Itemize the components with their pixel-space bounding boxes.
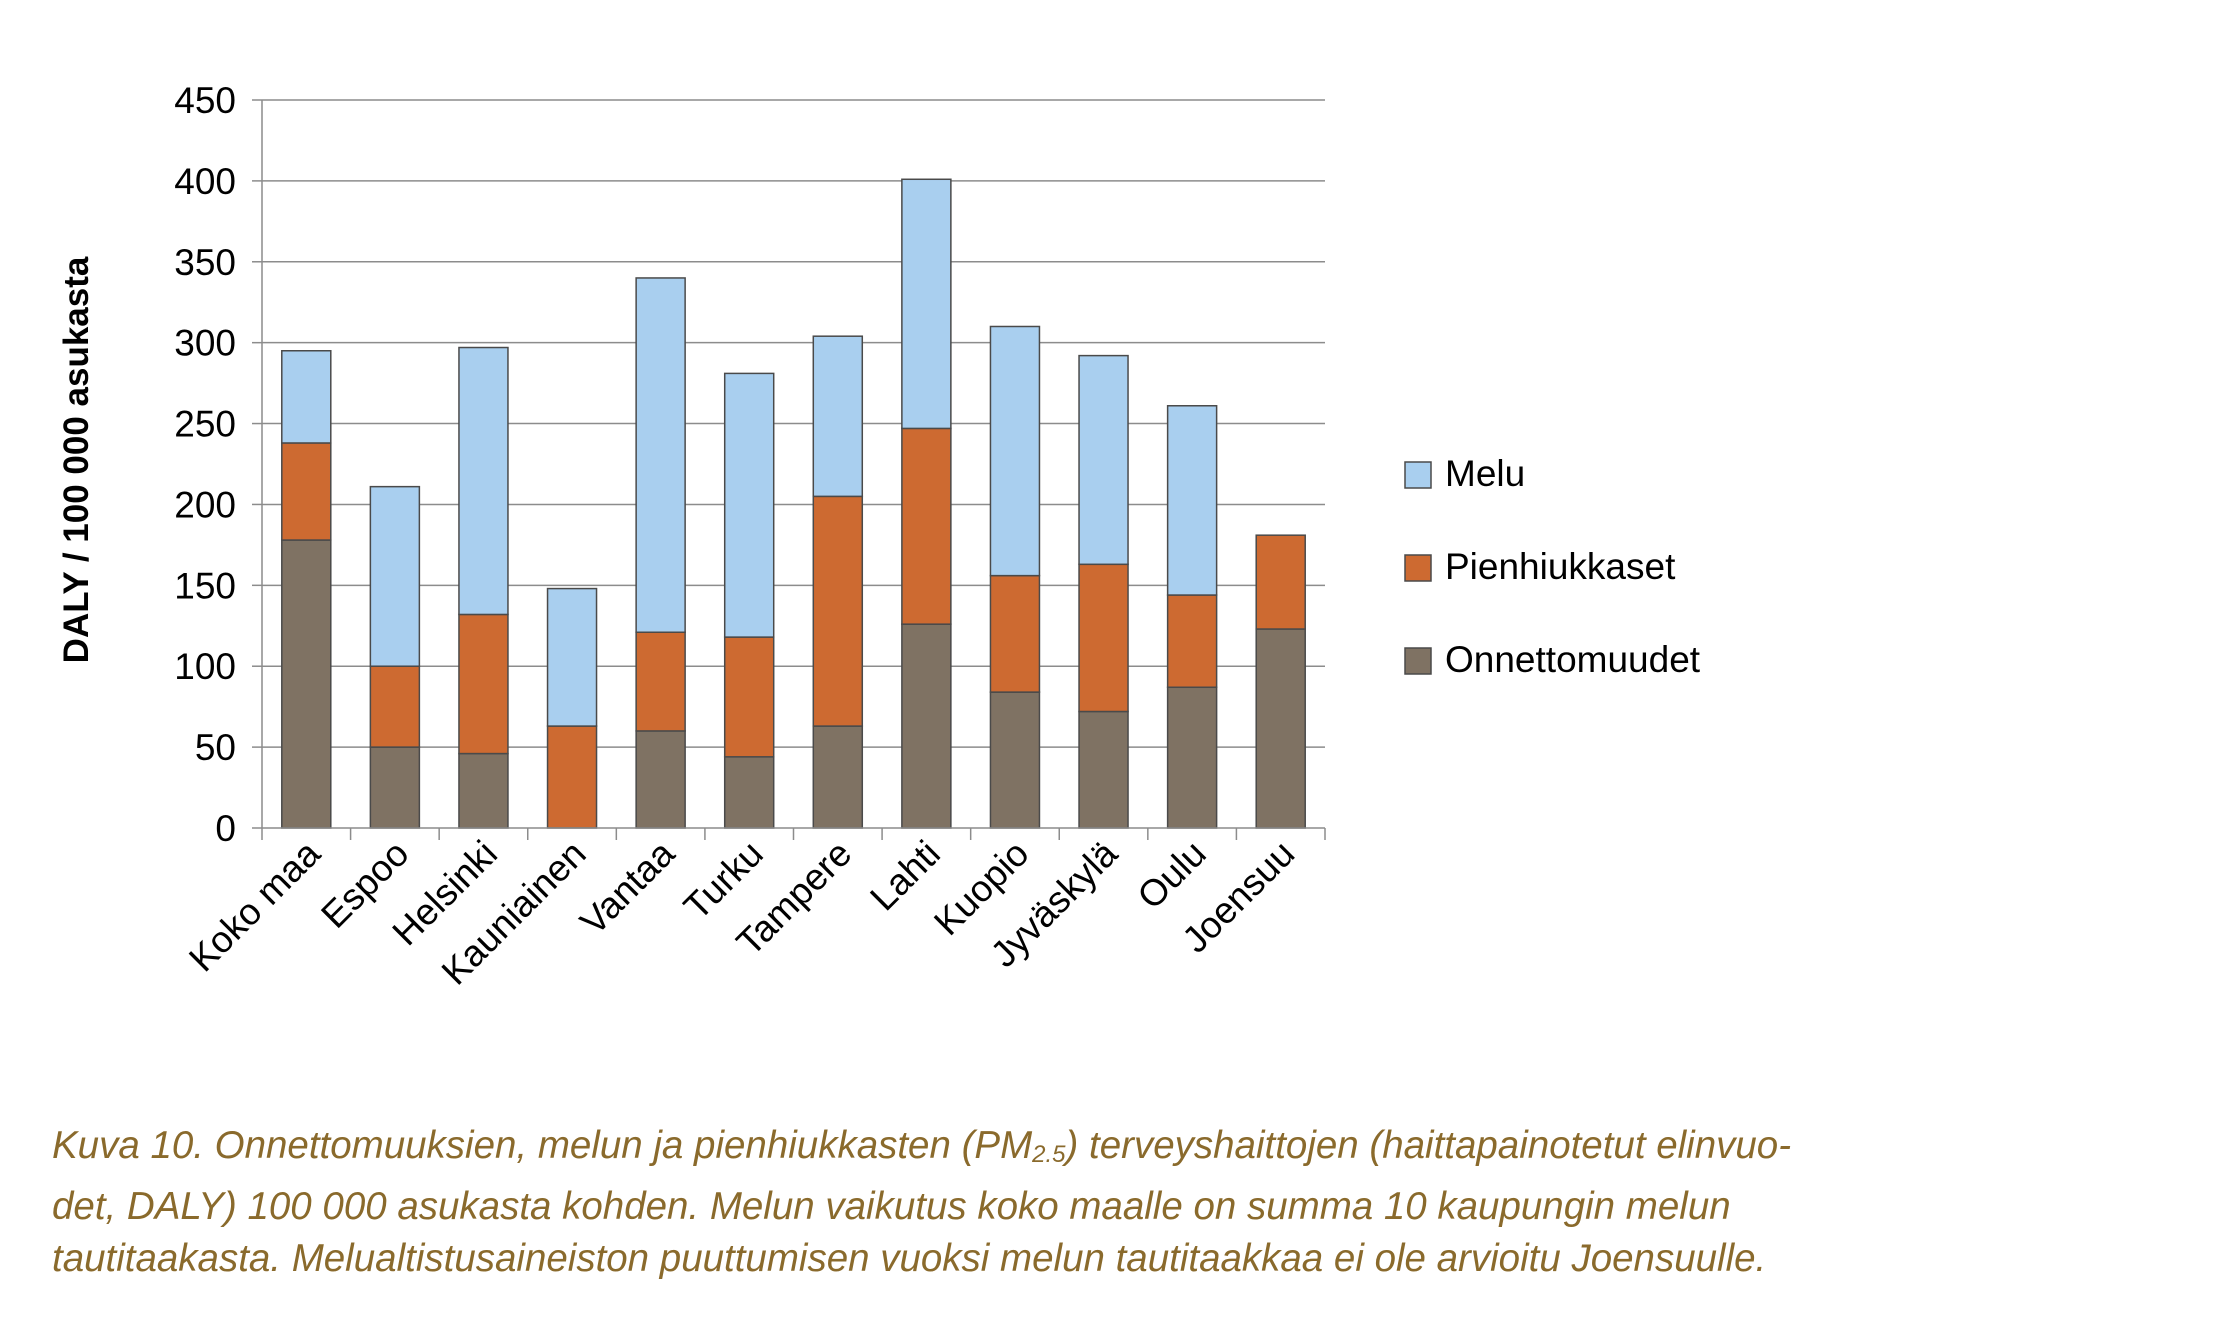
- legend-swatch-melu: [1404, 461, 1432, 489]
- y-tick-label: 100: [174, 646, 236, 687]
- bar-segment-melu: [901, 178, 952, 430]
- bar-segment-pienhiukkaset: [635, 631, 686, 732]
- y-tick-label: 450: [174, 80, 236, 121]
- y-tick-label: 350: [174, 242, 236, 283]
- axes: [261, 100, 1326, 840]
- bar-segment-onnettomuudet: [635, 730, 686, 829]
- x-tick-labels: Koko maaEspooHelsinkiKauniainenVantaaTur…: [181, 832, 1302, 992]
- legend-label-melu: Melu: [1445, 453, 1525, 494]
- y-tick-label: 150: [174, 565, 236, 606]
- bar-segment-onnettomuudet: [1255, 628, 1306, 829]
- legend-label-pienhiukkaset: Pienhiukkaset: [1445, 546, 1676, 587]
- bars: [281, 178, 1306, 829]
- bar-segment-pienhiukkaset: [989, 574, 1041, 693]
- bar-segment-onnettomuudet: [458, 752, 509, 829]
- bar-segment-pienhiukkaset: [369, 665, 421, 748]
- bar-segment-onnettomuudet: [1078, 710, 1129, 829]
- y-tick-label: 50: [195, 727, 236, 768]
- bar-segment-pienhiukkaset: [723, 636, 775, 758]
- bar-segment-melu: [1078, 354, 1129, 566]
- bar-segment-pienhiukkaset: [1078, 563, 1129, 713]
- bar-segment-pienhiukkaset: [281, 442, 332, 541]
- x-tick-label: Vantaa: [572, 832, 682, 942]
- y-tick-label: 400: [174, 161, 236, 202]
- bar-segment-onnettomuudet: [901, 623, 952, 829]
- y-tick-label: 300: [174, 323, 236, 364]
- legend-swatch-onnettomuudet: [1404, 647, 1432, 675]
- bar-segment-pienhiukkaset: [812, 495, 864, 727]
- bar-segment-onnettomuudet: [369, 746, 421, 829]
- caption-line-1: Kuva 10. Onnettomuuksien, melun ja pienh…: [52, 1124, 1792, 1168]
- bar-segment-onnettomuudet: [723, 756, 775, 829]
- bar-segment-melu: [989, 325, 1041, 577]
- bar-segment-melu: [1166, 405, 1218, 596]
- stacked-bar-chart: 0 50 100 150 200 250 300 350 400 450 Koko maaEspo…: [57, 80, 1701, 993]
- gridlines: [262, 99, 1325, 748]
- y-tick-label: 0: [215, 808, 236, 849]
- bar-segment-melu: [281, 350, 332, 444]
- legend: Melu Pienhiukkaset Onnettomuudet: [1404, 453, 1701, 680]
- y-tick-labels: 0 50 100 150 200 250 300 350 400 450: [174, 80, 262, 849]
- y-axis-label: DALY / 100 000 asukasta: [57, 256, 96, 663]
- legend-label-onnettomuudet: Onnettomuudet: [1445, 639, 1701, 680]
- bar-segment-melu: [546, 587, 598, 727]
- bar-segment-pienhiukkaset: [546, 725, 598, 829]
- bar-segment-pienhiukkaset: [1166, 594, 1218, 689]
- bar-segment-onnettomuudet: [989, 691, 1041, 829]
- y-tick-label: 200: [174, 484, 236, 525]
- bar-segment-melu: [723, 372, 775, 638]
- bar-segment-melu: [635, 277, 686, 633]
- bar-segment-onnettomuudet: [812, 725, 864, 829]
- caption-line-3: tautitaakasta. Melualtistusaineiston puu…: [52, 1237, 1767, 1280]
- x-tick-label: Koko maa: [181, 832, 328, 979]
- bar-segment-onnettomuudet: [1166, 686, 1218, 829]
- bar-segment-pienhiukkaset: [1255, 534, 1306, 630]
- bar-segment-pienhiukkaset: [901, 427, 952, 625]
- legend-swatch-pienhiukkaset: [1404, 554, 1432, 582]
- bar-segment-onnettomuudet: [281, 539, 332, 829]
- y-tick-label: 250: [174, 404, 236, 445]
- bar-segment-melu: [458, 346, 509, 616]
- figure-caption: Kuva 10. Onnettomuuksien, melun ja pienh…: [52, 1120, 2202, 1285]
- bar-segment-melu: [812, 335, 864, 498]
- caption-line-2: det, DALY) 100 000 asukasta kohden. Melu…: [52, 1185, 1731, 1228]
- bar-segment-pienhiukkaset: [458, 613, 509, 755]
- bar-segment-melu: [369, 485, 421, 667]
